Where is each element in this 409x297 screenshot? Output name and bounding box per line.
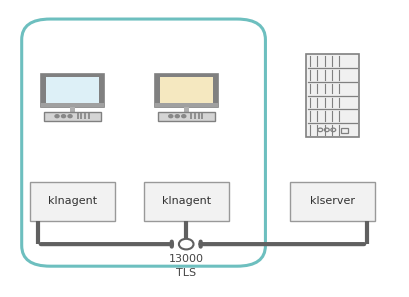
Circle shape — [68, 115, 72, 118]
Bar — [341, 127, 348, 133]
Bar — [70, 108, 75, 112]
Bar — [184, 108, 189, 112]
Circle shape — [175, 115, 179, 118]
Bar — [44, 112, 101, 121]
FancyBboxPatch shape — [144, 182, 229, 221]
Bar — [201, 113, 203, 119]
Bar — [88, 113, 90, 119]
Bar — [160, 77, 213, 103]
Bar — [306, 54, 359, 137]
FancyBboxPatch shape — [290, 182, 375, 221]
Bar — [158, 112, 215, 121]
Circle shape — [61, 115, 65, 118]
Bar — [194, 113, 196, 119]
Bar — [41, 74, 104, 108]
Bar — [41, 103, 104, 108]
Bar — [76, 113, 79, 119]
Bar — [80, 113, 82, 119]
Text: klnagent: klnagent — [162, 196, 211, 206]
Circle shape — [169, 115, 173, 118]
FancyBboxPatch shape — [30, 182, 115, 221]
Bar — [190, 113, 192, 119]
Bar — [84, 113, 86, 119]
Text: klserver: klserver — [310, 196, 355, 206]
Bar — [198, 113, 200, 119]
Circle shape — [55, 115, 59, 118]
Text: 13000
TLS: 13000 TLS — [169, 254, 204, 278]
Bar — [46, 77, 99, 103]
Bar — [155, 103, 218, 108]
Circle shape — [182, 115, 186, 118]
Text: klnagent: klnagent — [48, 196, 97, 206]
Circle shape — [179, 239, 193, 249]
Bar — [155, 74, 218, 108]
